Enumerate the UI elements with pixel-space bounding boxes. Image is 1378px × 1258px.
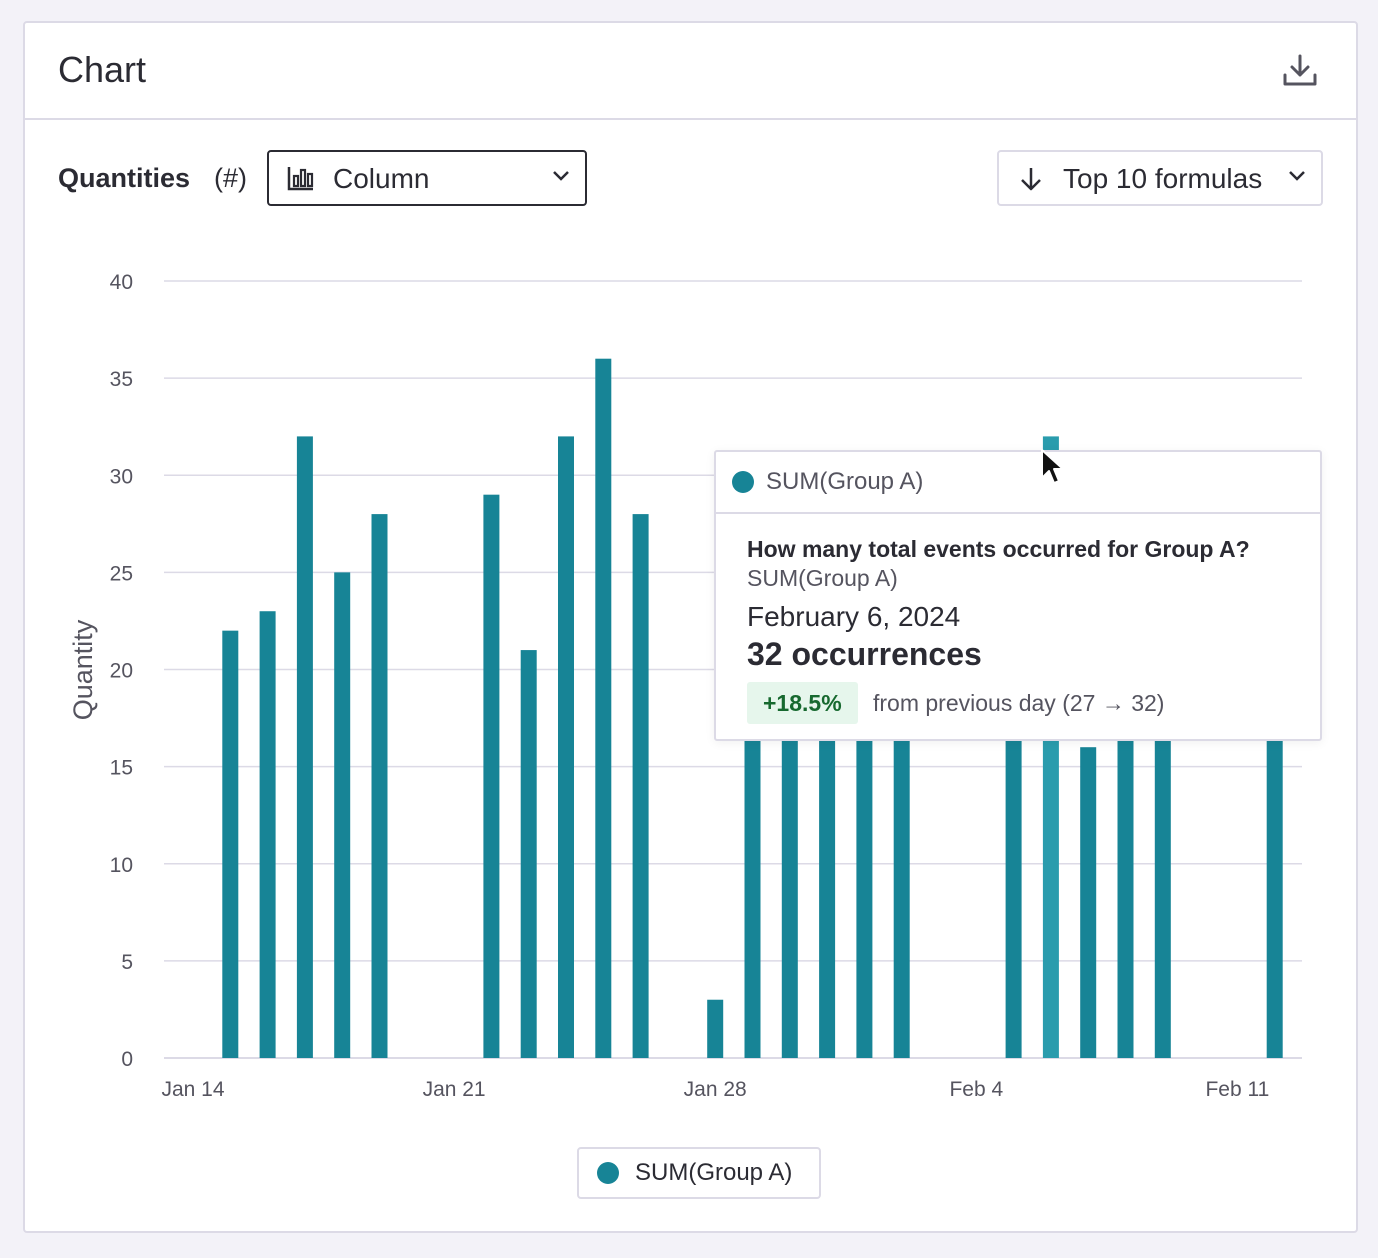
card-title: Chart [58, 49, 147, 90]
download-icon [1283, 54, 1317, 86]
tooltip-series-swatch [732, 471, 754, 493]
tooltip-delta-text: from previous day (27 → 32) [873, 690, 1165, 716]
tooltip-header: SUM(Group A) [716, 452, 1320, 514]
arrow-down-icon [1019, 166, 1043, 197]
quantities-label: Quantities [58, 163, 191, 193]
quantities-unit: (#) [214, 163, 247, 193]
legend-swatch [597, 1162, 619, 1184]
tooltip-value: 32 occurrences [747, 636, 982, 672]
sort-value: Top 10 formulas [1063, 163, 1263, 194]
legend-label: SUM(Group A) [635, 1159, 793, 1186]
chevron-down-icon [551, 169, 571, 188]
chevron-down-icon [1287, 169, 1307, 188]
tooltip-date: February 6, 2024 [747, 601, 961, 632]
tooltip-formula: SUM(Group A) [747, 565, 898, 591]
chart-type-value: Column [333, 163, 430, 194]
column-chart-icon [287, 165, 315, 196]
card-header: Chart [25, 23, 1356, 120]
chart-tooltip: SUM(Group A) How many total events occur… [714, 450, 1322, 741]
legend-item[interactable]: SUM(Group A) [577, 1147, 821, 1199]
chart-type-select[interactable]: Column [267, 150, 587, 206]
tooltip-series-name: SUM(Group A) [766, 468, 924, 495]
download-button[interactable] [1280, 51, 1320, 91]
sort-select[interactable]: Top 10 formulas [997, 150, 1323, 206]
tooltip-question: How many total events occurred for Group… [747, 536, 1250, 562]
tooltip-delta-badge: +18.5% [747, 682, 858, 724]
mouse-pointer-icon [1041, 449, 1064, 484]
